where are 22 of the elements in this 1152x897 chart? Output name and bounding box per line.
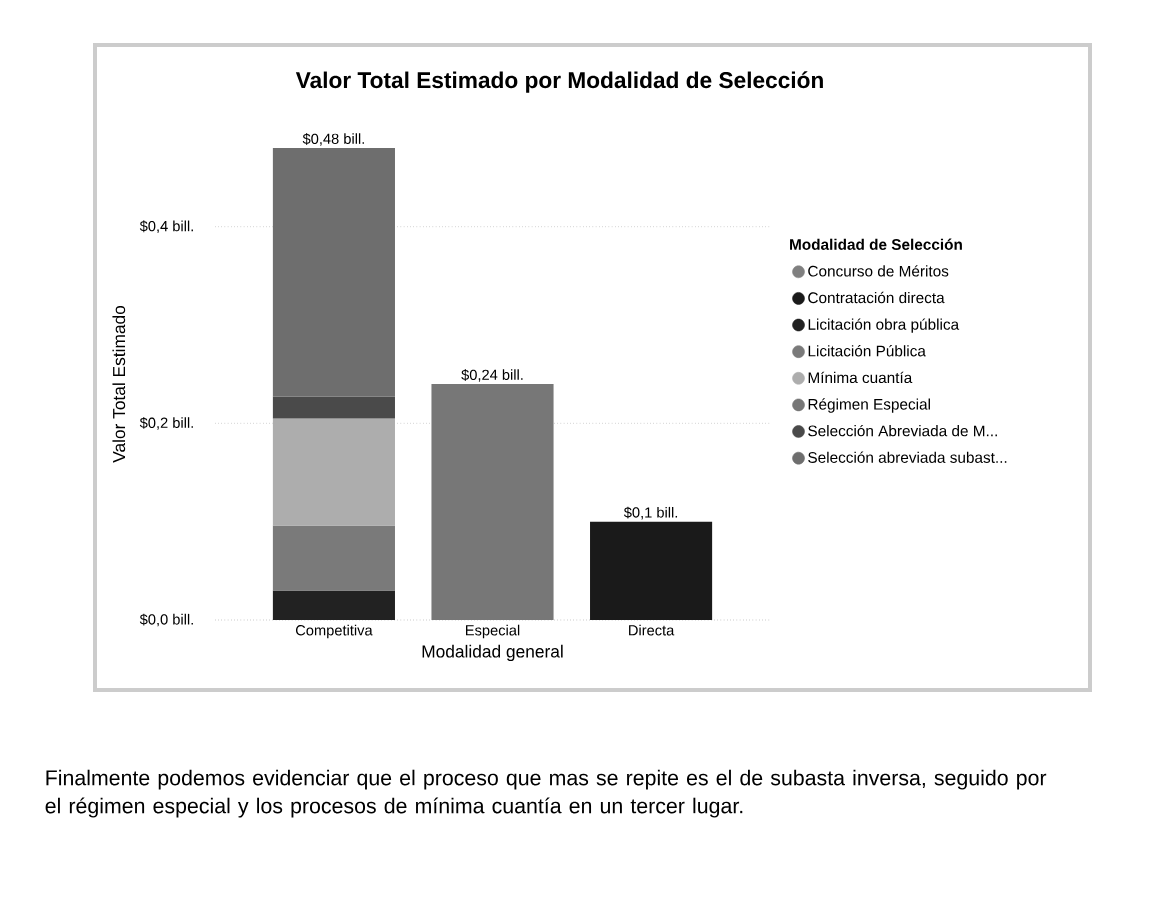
total-label: $0,24 bill. <box>461 369 523 382</box>
y-tick-label: $0,2 bill. <box>139 416 193 430</box>
chart-title: Valor Total Estimado por Modalidad de Selección <box>295 71 823 93</box>
legend-label: Selección abreviada subast... <box>808 451 1007 463</box>
x-tick-label: Competitiva <box>295 624 373 639</box>
total-label: $0,1 bill. <box>623 506 678 520</box>
total-label: $0,48 bill. <box>302 133 364 146</box>
x-tick-label: Directa <box>629 624 675 636</box>
legend-label: Contratación directa <box>808 291 945 304</box>
x-axis-title: Modalidad general <box>422 644 563 662</box>
legend-label: Régimen Especial <box>808 398 930 413</box>
legend-label: Licitación obra pública <box>808 318 960 333</box>
x-tick-label: Especial <box>466 624 520 639</box>
legend-label: Mínima cuantía <box>808 371 913 384</box>
legend-title: Modalidad de Selección <box>790 238 962 250</box>
legend-label: Selección Abreviada de M... <box>808 424 997 437</box>
y-axis-title: Valor Total Estimado <box>112 305 126 463</box>
y-tick-label: $0,4 bill. <box>139 220 193 234</box>
text: Finalmente podemos evidenciar que el proceso que mas se repite es el de subasta inversa, seguido por el régimen especial y los procesos de mínima cuantía en un tercer lugar. <box>45 769 1047 818</box>
y-tick-label: $0,0 bill. <box>139 613 193 627</box>
legend-label: Licitación Pública <box>808 345 926 357</box>
legend-label: Concurso de Méritos <box>808 265 949 277</box>
